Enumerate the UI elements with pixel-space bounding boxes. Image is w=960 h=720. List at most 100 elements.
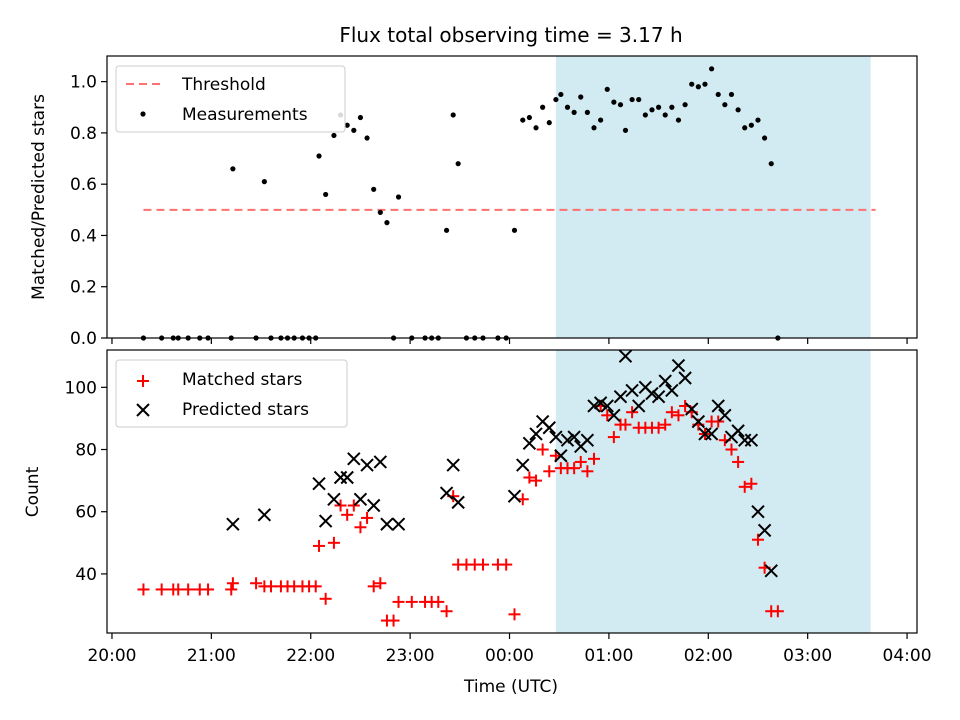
predicted-star-point bbox=[658, 374, 672, 388]
matched-star-point bbox=[319, 592, 332, 605]
predicted-star-point bbox=[522, 436, 537, 451]
measurement-point bbox=[443, 227, 450, 233]
predicted-star-point bbox=[665, 383, 679, 398]
x-tick-label: 02:00 bbox=[684, 646, 733, 666]
predicted-star-point bbox=[340, 470, 354, 485]
measurement-point bbox=[611, 99, 617, 105]
measurement-point bbox=[617, 102, 624, 108]
predicted-star-point bbox=[751, 505, 765, 519]
top-y-tick-label: 0.2 bbox=[70, 278, 97, 298]
predicted-star-point bbox=[554, 449, 568, 463]
predicted-star-point bbox=[366, 498, 381, 513]
matched-star-point bbox=[665, 406, 678, 419]
measurement-point bbox=[715, 91, 721, 98]
measurement-point bbox=[558, 91, 564, 98]
x-tick-label: 20:00 bbox=[87, 646, 136, 666]
top-shaded-span bbox=[555, 56, 871, 338]
measurement-point bbox=[344, 122, 350, 128]
measurement-point bbox=[364, 135, 370, 141]
matched-star-point bbox=[581, 465, 594, 478]
predicted-star-point bbox=[257, 508, 272, 522]
top-x-ticks bbox=[111, 338, 908, 344]
measurement-point bbox=[702, 81, 708, 87]
matched-star-point bbox=[309, 580, 322, 593]
x-tick-label: 00:00 bbox=[485, 646, 534, 666]
matched-star-point bbox=[543, 465, 556, 478]
predicted-star-point bbox=[529, 427, 543, 441]
matched-star-point bbox=[626, 406, 639, 419]
measurement-point bbox=[520, 117, 526, 123]
measurement-point bbox=[622, 127, 629, 133]
matched-star-point bbox=[354, 521, 367, 534]
matched-star-point bbox=[392, 595, 405, 608]
measurement-point bbox=[351, 127, 357, 133]
measurement-point bbox=[384, 220, 390, 226]
measurement-point bbox=[450, 112, 456, 118]
predicted-star-point bbox=[360, 458, 374, 472]
count-points bbox=[137, 349, 784, 627]
predicted-star-point bbox=[593, 396, 608, 410]
measurement-point bbox=[371, 186, 377, 192]
measurement-point bbox=[377, 209, 383, 215]
predicted-star-point bbox=[691, 414, 706, 429]
predicted-star-point bbox=[607, 408, 621, 423]
measurement-point bbox=[230, 166, 236, 172]
measurement-point bbox=[533, 125, 539, 131]
matched-star-point bbox=[137, 583, 150, 596]
predicted-star-point bbox=[711, 399, 725, 413]
top-y-tick-label: 0.8 bbox=[70, 124, 97, 144]
measurement-point bbox=[649, 107, 655, 113]
predicted-star-point bbox=[446, 458, 460, 472]
predicted-star-point bbox=[757, 523, 772, 538]
matched-star-point bbox=[500, 558, 513, 571]
measurement-point bbox=[689, 81, 695, 87]
matched-star-point bbox=[440, 605, 453, 618]
bottom-legend-box bbox=[115, 359, 348, 428]
predicted-star-point bbox=[560, 433, 575, 447]
x-tick-label: 03:00 bbox=[783, 646, 832, 666]
measurement-point bbox=[768, 161, 774, 167]
matched-star-point bbox=[182, 583, 195, 596]
measurement-point bbox=[655, 104, 662, 110]
measurement-point bbox=[526, 114, 532, 121]
bottom-y-axis: 40 60 80 100 bbox=[65, 378, 107, 585]
top-y-axis: 0.0 0.2 0.4 0.6 0.8 1.0 bbox=[70, 73, 107, 349]
measurement-point bbox=[511, 227, 518, 233]
matched-star-point bbox=[508, 608, 521, 621]
bottom-axes-frame bbox=[106, 349, 918, 634]
top-legend: Threshold Measurements bbox=[115, 65, 346, 133]
measurement-point bbox=[709, 66, 715, 72]
predicted-star-point bbox=[587, 399, 601, 413]
predicted-star-point bbox=[613, 389, 628, 404]
measurement-point bbox=[546, 120, 552, 126]
measurement-point bbox=[591, 125, 597, 131]
predicted-star-point bbox=[678, 371, 692, 385]
matched-star-point bbox=[725, 443, 738, 456]
predicted-star-point bbox=[347, 452, 361, 466]
measurement-point bbox=[662, 112, 668, 118]
predicted-star-point bbox=[542, 421, 556, 435]
bottom-y-tick-label: 60 bbox=[75, 503, 97, 523]
bottom-y-axis-label: Count bbox=[23, 466, 43, 517]
matched-star-point bbox=[432, 595, 445, 608]
measurement-point bbox=[316, 153, 322, 159]
matched-star-point bbox=[568, 462, 581, 475]
predicted-star-point bbox=[373, 455, 388, 469]
matched-star-point bbox=[672, 409, 685, 422]
top-y-tick-label: 1.0 bbox=[70, 73, 97, 93]
predicted-star-point bbox=[451, 495, 465, 510]
matched-star-point bbox=[652, 421, 665, 434]
measurement-point bbox=[604, 86, 610, 92]
predicted-star-point bbox=[618, 349, 633, 363]
predicted-star-point bbox=[580, 433, 595, 447]
measurement-point bbox=[584, 109, 590, 115]
predicted-star-point bbox=[744, 433, 759, 447]
predicted-star-point bbox=[439, 486, 454, 500]
matched-star-point bbox=[619, 418, 632, 431]
predicted-star-point bbox=[549, 430, 563, 444]
bottom-panel: 40 60 80 100 20:00 21:00 22:00 23:00 00:00 01:00… bbox=[23, 349, 932, 697]
predicted-star-point bbox=[327, 492, 341, 506]
measurement-point bbox=[742, 125, 748, 131]
matched-star-point bbox=[771, 605, 784, 618]
matched-star-point bbox=[250, 577, 263, 590]
